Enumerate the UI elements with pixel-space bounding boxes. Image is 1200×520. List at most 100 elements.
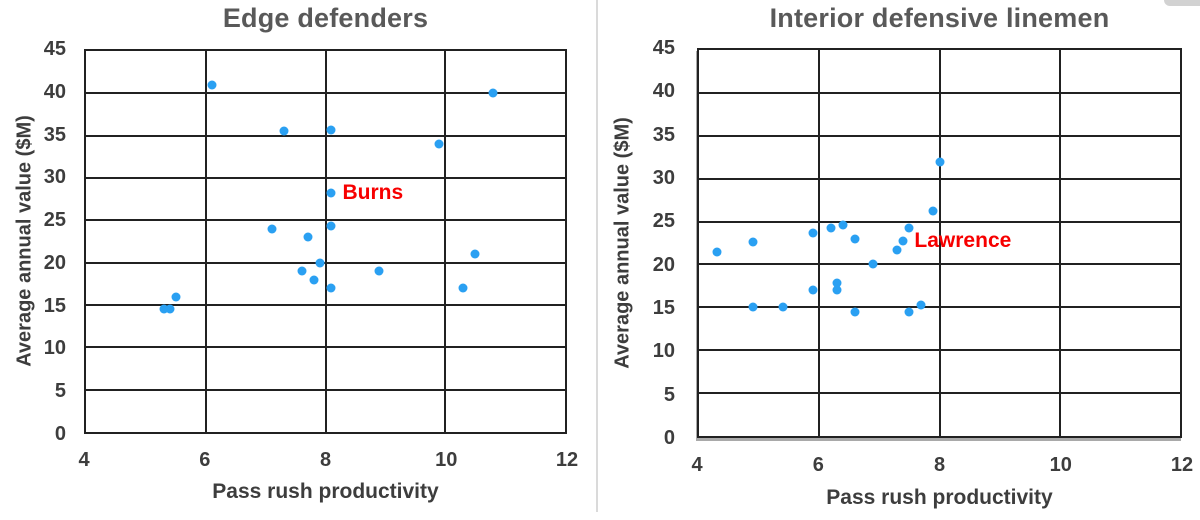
y-tick-label: 15 [652, 296, 675, 319]
vertical-gridline [324, 51, 327, 432]
x-tick-label: 8 [933, 454, 946, 476]
horizontal-gridline [86, 134, 565, 137]
scatter-point [303, 232, 313, 242]
scatter-point [868, 259, 878, 269]
scatter-point [808, 228, 818, 238]
horizontal-gridline [699, 220, 1180, 223]
y-tick-label: 10 [652, 340, 675, 363]
vertical-gridline [938, 50, 941, 436]
scatter-point [159, 304, 169, 314]
scatter-point [916, 300, 926, 310]
vertical-gridline [444, 51, 447, 432]
x-axis-title: Pass rush productivity [826, 486, 1053, 509]
y-axis-tick-labels: 45 40 35 30 25 20 15 10 5 0 [0, 39, 66, 444]
chart-title: Edge defenders [222, 3, 429, 33]
x-axis-title: Pass rush productivity [212, 480, 439, 503]
scatter-point [326, 221, 336, 231]
scatter-point [928, 206, 938, 216]
chart-panel-interior-dl: Interior defensive linemen Average annua… [597, 0, 1200, 520]
x-tick-label: 4 [691, 454, 703, 476]
scatter-point [748, 302, 758, 312]
scatter-point [267, 224, 277, 234]
screen-edge-artifact [1164, 0, 1200, 6]
scatter-point [838, 220, 848, 230]
vertical-gridline [1058, 50, 1061, 436]
chart-panel-edge-defenders: Edge defenders Average annual value ($M)… [0, 0, 597, 520]
scatter-point [434, 139, 444, 149]
scatter-point [488, 88, 498, 98]
horizontal-gridline [699, 349, 1180, 352]
scatter-point [279, 126, 289, 136]
y-tick-label: 30 [652, 166, 675, 189]
point-label: Burns [342, 181, 404, 205]
scatter-point [165, 304, 175, 314]
scatter-point [748, 237, 758, 247]
scatter-point [171, 292, 181, 302]
y-tick-label: 20 [652, 253, 675, 276]
y-tick-label: 10 [43, 337, 66, 360]
x-tick-label: 8 [319, 449, 332, 471]
scatter-point [712, 247, 722, 257]
y-tick-label: 5 [54, 380, 66, 403]
y-tick-label: 35 [43, 123, 66, 146]
horizontal-gridline [86, 304, 565, 306]
horizontal-gridline [86, 92, 565, 95]
scatter-point [309, 275, 319, 285]
scatter-point [832, 278, 842, 288]
scatter-point [297, 266, 307, 276]
scatter-point [207, 80, 217, 90]
y-tick-label: 45 [43, 38, 66, 60]
x-tick-label: 10 [1049, 454, 1072, 476]
y-tick-label: 0 [663, 427, 675, 449]
horizontal-gridline [86, 346, 565, 349]
scatter-point [850, 307, 860, 317]
y-tick-label: 5 [663, 383, 675, 406]
y-tick-label: 25 [652, 210, 675, 233]
scatter-point [326, 283, 336, 293]
y-tick-label: 0 [54, 423, 66, 445]
x-tick-label: 12 [555, 449, 579, 471]
x-tick-label: 4 [78, 449, 90, 471]
horizontal-gridline [699, 306, 1180, 309]
scatter-point [850, 234, 860, 244]
panel-divider [596, 0, 598, 512]
scatter-point [826, 223, 836, 233]
scatter-point [778, 302, 788, 312]
x-tick-label: 10 [435, 449, 458, 471]
y-tick-label: 45 [652, 37, 675, 59]
horizontal-gridline [86, 388, 565, 391]
vertical-gridline [818, 50, 821, 436]
scatter-point [832, 285, 842, 295]
chart-title: Interior defensive linemen [769, 3, 1110, 33]
x-tick-label: 6 [199, 449, 211, 471]
point-label: Lawrence [914, 229, 1012, 253]
horizontal-gridline [86, 261, 565, 264]
horizontal-gridline [699, 392, 1180, 395]
plot-area: Burns [84, 49, 567, 434]
horizontal-gridline [86, 177, 565, 179]
horizontal-gridline [699, 134, 1180, 137]
scatter-point [808, 285, 818, 295]
scatter-point [898, 236, 908, 246]
scatter-point [892, 245, 902, 255]
scatter-point [315, 258, 324, 268]
horizontal-gridline [699, 91, 1180, 94]
vertical-gridline [204, 51, 207, 432]
y-tick-label: 30 [43, 166, 66, 189]
scatter-point [904, 307, 914, 317]
scatter-point [374, 266, 384, 276]
y-tick-label: 25 [43, 209, 66, 232]
horizontal-gridline [699, 263, 1180, 266]
horizontal-gridline [699, 177, 1180, 180]
x-tick-label: 12 [1170, 454, 1194, 476]
scatter-point [458, 283, 468, 293]
x-tick-label: 6 [812, 454, 824, 476]
y-axis-tick-labels: 45 40 35 30 25 20 15 10 5 0 [607, 38, 675, 448]
x-axis-tick-labels: 4 6 8 10 12 [78, 449, 578, 474]
y-tick-label: 40 [652, 80, 675, 103]
scatter-point [470, 249, 480, 259]
y-tick-label: 20 [43, 251, 66, 274]
horizontal-gridline [86, 219, 565, 222]
scatter-point [326, 188, 336, 198]
